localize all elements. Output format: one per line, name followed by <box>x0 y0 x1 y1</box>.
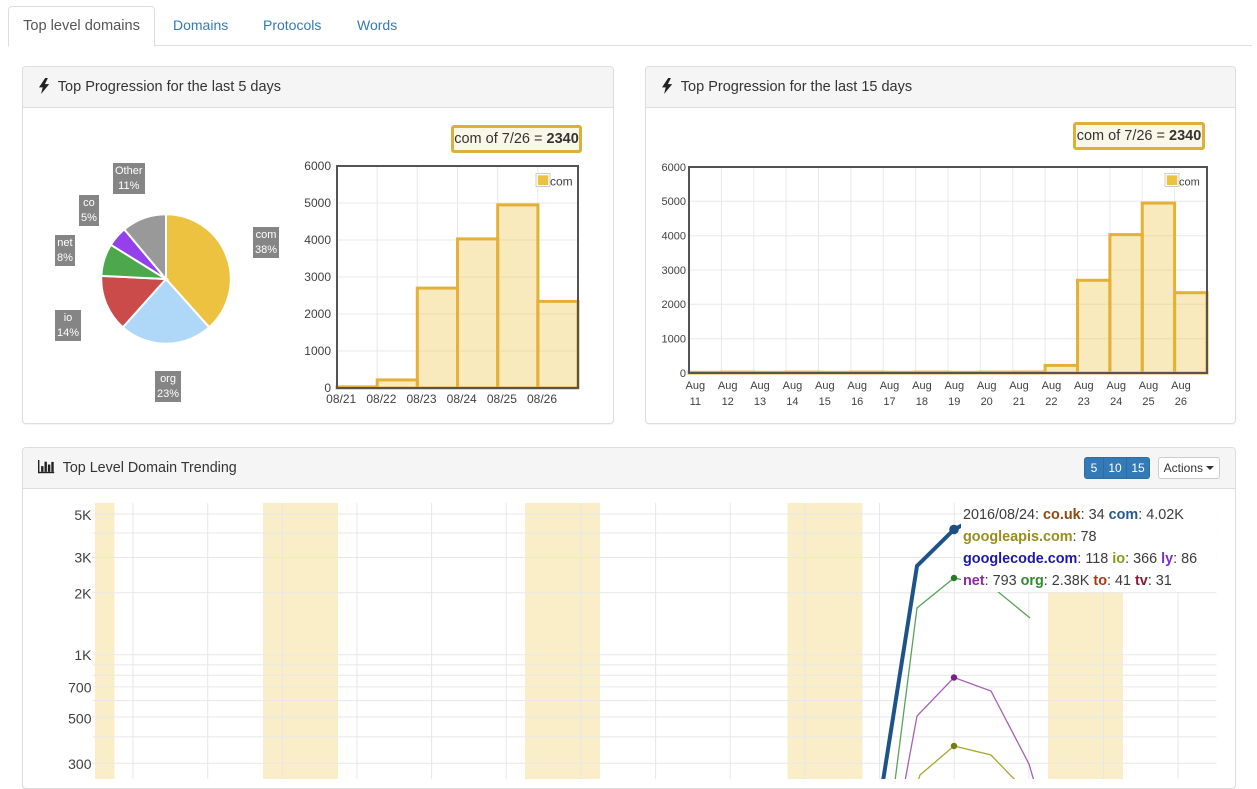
svg-text:08/21: 08/21 <box>326 392 356 406</box>
svg-text:16: 16 <box>851 396 863 408</box>
svg-text:15: 15 <box>819 396 831 408</box>
svg-text:11: 11 <box>690 396 701 408</box>
svg-text:com: com <box>1179 177 1200 189</box>
svg-text:5K: 5K <box>74 507 92 523</box>
svg-text:3000: 3000 <box>304 270 331 284</box>
svg-text:26: 26 <box>1175 396 1187 408</box>
svg-text:2K: 2K <box>74 585 92 601</box>
svg-text:6000: 6000 <box>304 159 331 173</box>
svg-text:Aug: Aug <box>945 380 965 392</box>
svg-text:08/23: 08/23 <box>406 392 436 406</box>
svg-text:Aug: Aug <box>1009 380 1029 392</box>
svg-text:21: 21 <box>1013 396 1025 408</box>
svg-text:08/25: 08/25 <box>487 392 517 406</box>
svg-text:08/26: 08/26 <box>527 392 557 406</box>
svg-text:Aug: Aug <box>686 380 706 392</box>
svg-text:2000: 2000 <box>662 299 686 311</box>
svg-text:Aug: Aug <box>1074 380 1094 392</box>
svg-text:3K: 3K <box>74 550 92 566</box>
svg-text:23: 23 <box>1078 396 1090 408</box>
svg-text:25: 25 <box>1142 396 1154 408</box>
svg-text:Aug: Aug <box>1171 380 1191 392</box>
svg-text:Aug: Aug <box>1042 380 1062 392</box>
svg-text:3000: 3000 <box>662 265 686 277</box>
svg-text:12: 12 <box>722 396 734 408</box>
svg-text:17: 17 <box>883 396 895 408</box>
svg-text:Aug: Aug <box>977 380 997 392</box>
svg-text:6000: 6000 <box>662 162 686 174</box>
svg-text:1000: 1000 <box>304 344 331 358</box>
svg-text:5000: 5000 <box>304 196 331 210</box>
svg-text:1K: 1K <box>74 647 92 663</box>
svg-text:Aug: Aug <box>1139 380 1159 392</box>
svg-text:Aug: Aug <box>912 380 932 392</box>
svg-text:Aug: Aug <box>847 380 867 392</box>
svg-text:Aug: Aug <box>880 380 900 392</box>
svg-text:0: 0 <box>324 381 331 395</box>
svg-text:com: com <box>550 175 573 189</box>
svg-text:2000: 2000 <box>304 307 331 321</box>
svg-text:22: 22 <box>1045 396 1057 408</box>
svg-text:08/22: 08/22 <box>366 392 396 406</box>
svg-text:500: 500 <box>68 710 92 726</box>
svg-text:24: 24 <box>1110 396 1122 408</box>
svg-text:13: 13 <box>754 396 766 408</box>
svg-text:19: 19 <box>948 396 960 408</box>
svg-text:1000: 1000 <box>662 334 686 346</box>
svg-text:4000: 4000 <box>304 233 331 247</box>
svg-text:Aug: Aug <box>718 380 738 392</box>
svg-text:Aug: Aug <box>783 380 803 392</box>
svg-text:20: 20 <box>981 396 993 408</box>
svg-text:300: 300 <box>68 756 92 772</box>
svg-text:0: 0 <box>680 368 686 380</box>
svg-text:700: 700 <box>68 680 92 696</box>
svg-text:08/24: 08/24 <box>447 392 477 406</box>
svg-text:18: 18 <box>916 396 928 408</box>
svg-text:Aug: Aug <box>750 380 770 392</box>
svg-text:14: 14 <box>786 396 798 408</box>
svg-text:Aug: Aug <box>815 380 835 392</box>
svg-text:4000: 4000 <box>662 231 686 243</box>
svg-text:5000: 5000 <box>662 196 686 208</box>
svg-text:Aug: Aug <box>1106 380 1126 392</box>
